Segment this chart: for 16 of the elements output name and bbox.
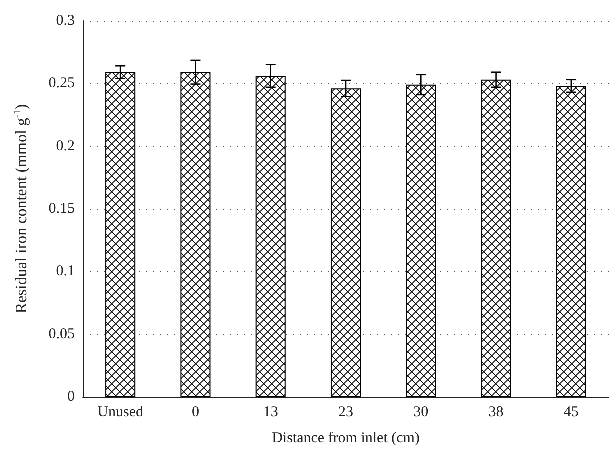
y-tick-label: 0	[68, 389, 75, 405]
x-axis-title: Distance from inlet (cm)	[272, 430, 420, 446]
x-tick-label: Unused	[98, 404, 144, 420]
y-tick-label: 0.15	[48, 201, 75, 217]
y-tick-label: 0.3	[56, 13, 75, 29]
x-tick-label: 13	[263, 404, 278, 420]
y-tick-label: 0.25	[48, 76, 75, 92]
x-tick-label: 0	[192, 404, 200, 420]
x-tick-label: 38	[488, 404, 504, 420]
x-tick-label: 45	[564, 404, 579, 420]
y-tick-label: 0.05	[48, 326, 75, 342]
y-axis-title: Residual iron content (mmol g-1)	[12, 104, 30, 314]
x-tick-label: 30	[414, 404, 429, 420]
y-tick-label: 0.2	[56, 138, 75, 154]
x-tick-label: 23	[338, 404, 354, 420]
y-tick-label: 0.1	[56, 264, 75, 280]
